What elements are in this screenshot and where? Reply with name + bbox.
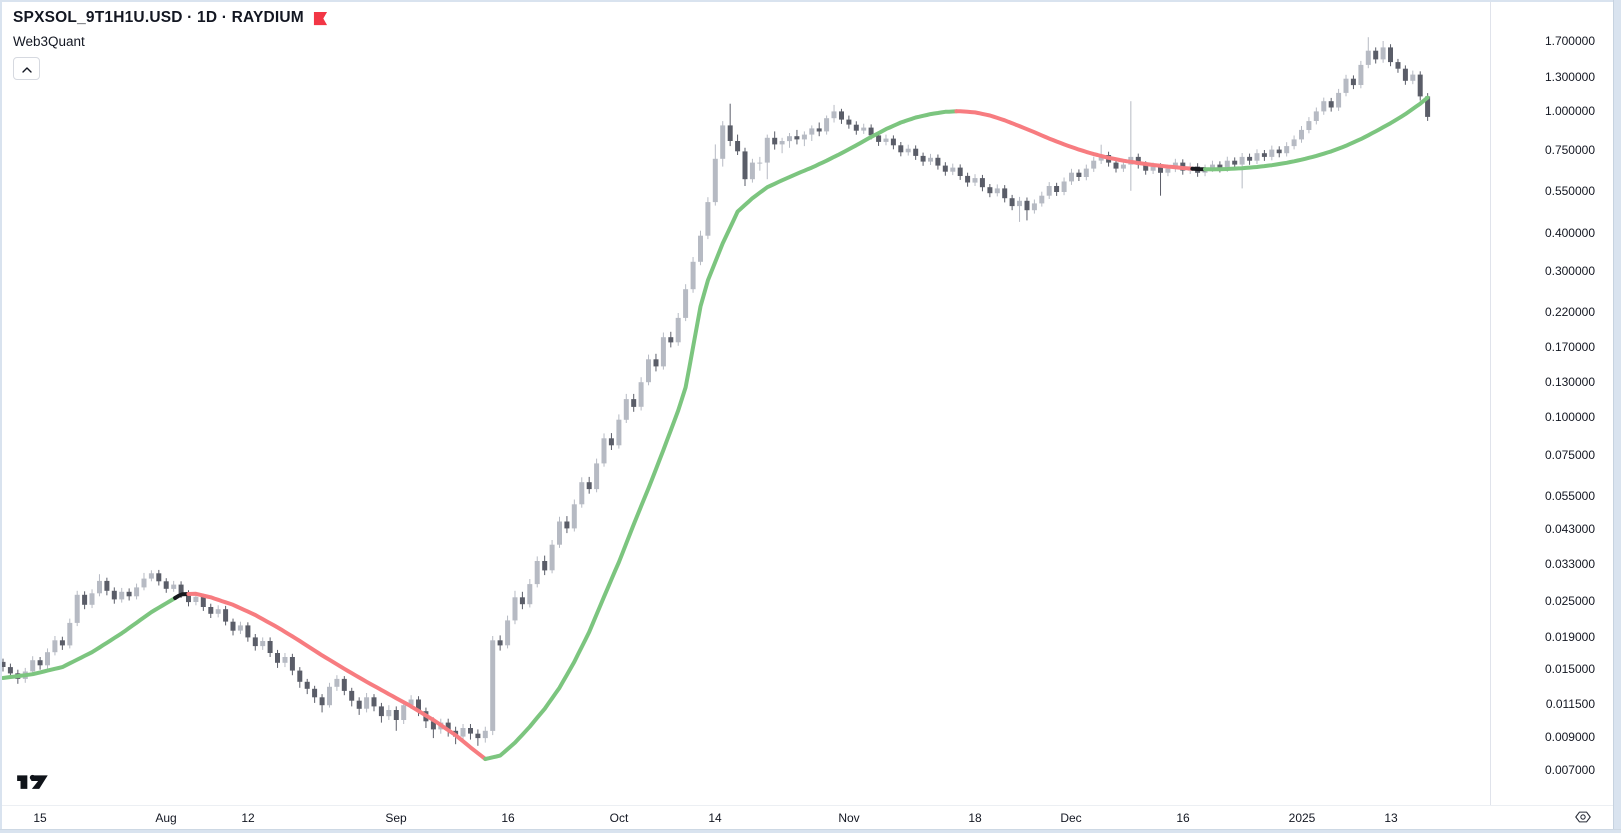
price-tick-label: 0.550000: [1544, 184, 1595, 198]
price-tick-label: 0.170000: [1544, 340, 1595, 354]
time-tick-label: 18: [968, 811, 982, 825]
collapse-legend-button[interactable]: [13, 57, 40, 80]
window-border-bottom: [0, 829, 1621, 833]
chart-author: Web3Quant: [13, 34, 85, 49]
price-tick-label: 0.750000: [1544, 143, 1595, 157]
window-border-left: [0, 0, 2, 833]
time-tick-label: 2025: [1288, 811, 1316, 825]
price-tick-label: 0.019000: [1544, 630, 1595, 644]
time-tick-label: 13: [1384, 811, 1398, 825]
tradingview-logo[interactable]: [16, 769, 50, 793]
price-tick-label: 1.300000: [1544, 70, 1595, 84]
time-axis[interactable]: 15 Aug 12 Sep 16 Oct 14 Nov 18 Dec 16 2025 13: [0, 805, 1613, 829]
chart-pane[interactable]: SPXSOL_9T1H1U.USD · 1D · RAYDIUM Web3Qua…: [0, 0, 1490, 805]
settings-gear-icon[interactable]: [1572, 806, 1594, 828]
price-tick-label: 0.009000: [1544, 730, 1595, 744]
time-tick-label: 14: [708, 811, 722, 825]
time-tick-label: Nov: [838, 811, 860, 825]
time-tick-label: Sep: [385, 811, 407, 825]
price-tick-label: 1.700000: [1544, 34, 1595, 48]
time-tick-label: Dec: [1060, 811, 1082, 825]
price-tick-label: 0.075000: [1544, 448, 1595, 462]
time-tick-label: Oct: [609, 811, 629, 825]
chevron-up-icon: [21, 61, 32, 76]
time-tick-label: 16: [1176, 811, 1190, 825]
candlestick-chart[interactable]: [0, 0, 1490, 805]
price-tick-label: 0.007000: [1544, 763, 1595, 777]
time-tick-label: 12: [241, 811, 255, 825]
time-tick-label: 15: [33, 811, 47, 825]
symbol-title[interactable]: SPXSOL_9T1H1U.USD · 1D · RAYDIUM: [13, 9, 304, 26]
window-border-top: [0, 0, 1621, 2]
price-axis[interactable]: USD 1.7000001.3000001.0000000.7500000.55…: [1490, 0, 1621, 805]
time-tick-label: 16: [501, 811, 515, 825]
time-tick-label: Aug: [155, 811, 177, 825]
price-tick-label: 0.100000: [1544, 410, 1595, 424]
price-tick-label: 0.025000: [1544, 594, 1595, 608]
price-tick-label: 0.033000: [1544, 557, 1595, 571]
price-tick-label: 0.400000: [1544, 226, 1595, 240]
price-tick-label: 0.015000: [1544, 662, 1595, 676]
flag-icon[interactable]: [313, 11, 328, 26]
window-border-right: [1613, 0, 1621, 833]
price-tick-label: 0.011500: [1545, 697, 1595, 711]
price-tick-label: 0.130000: [1544, 375, 1595, 389]
price-tick-label: 1.000000: [1544, 104, 1595, 118]
chart-legend: SPXSOL_9T1H1U.USD · 1D · RAYDIUM Web3Qua…: [13, 8, 328, 80]
price-tick-label: 0.300000: [1544, 264, 1595, 278]
price-tick-label: 0.220000: [1544, 305, 1595, 319]
price-tick-label: 0.043000: [1544, 522, 1595, 536]
price-tick-label: 0.055000: [1544, 489, 1595, 503]
